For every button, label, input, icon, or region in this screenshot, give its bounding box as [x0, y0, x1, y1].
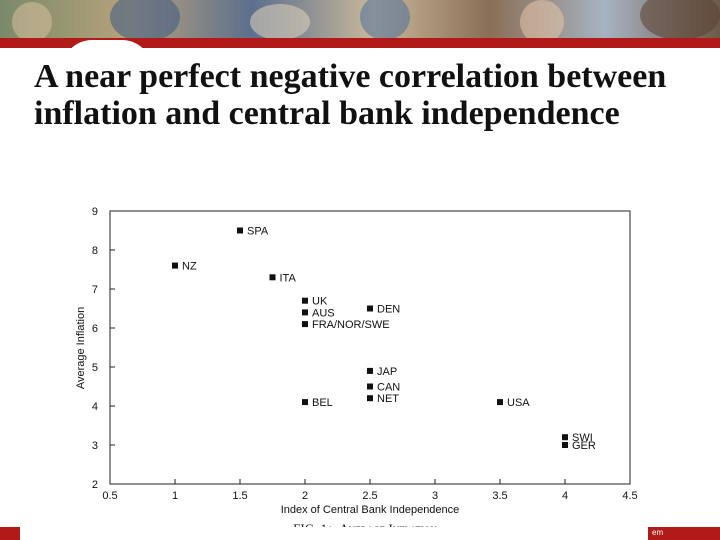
point-label: DEN — [377, 304, 400, 316]
y-tick-label: 3 — [92, 440, 98, 452]
x-axis-label: Index of Central Bank Independence — [281, 504, 460, 516]
data-point — [367, 383, 373, 390]
x-tick-label: 2 — [302, 490, 308, 502]
point-label: SWI — [572, 432, 593, 444]
y-tick-label: 4 — [92, 401, 98, 413]
header-notch — [62, 40, 152, 70]
y-tick-label: 6 — [92, 323, 98, 335]
y-tick-label: 7 — [92, 284, 98, 296]
y-tick-label: 9 — [92, 206, 98, 218]
x-tick-label: 4.5 — [622, 490, 637, 502]
header-photo-banner — [0, 0, 720, 44]
x-tick-label: 3.5 — [492, 490, 507, 502]
x-tick-label: 0.5 — [102, 490, 117, 502]
data-point — [302, 321, 308, 328]
point-label: NET — [377, 393, 399, 405]
plot-frame — [109, 210, 631, 485]
y-tick-label: 5 — [92, 362, 98, 374]
point-label: SPA — [247, 226, 269, 238]
data-point — [302, 399, 308, 406]
y-axis-ticks: 2 3 4 5 6 7 8 9 — [92, 206, 115, 491]
data-point — [562, 434, 568, 441]
data-point — [367, 395, 373, 402]
y-axis-label: Average Inflation — [75, 307, 87, 389]
x-tick-label: 1.5 — [232, 490, 247, 502]
point-label: JAP — [377, 366, 397, 378]
data-point — [302, 309, 308, 316]
data-point — [172, 262, 178, 269]
point-label: ITA — [280, 272, 297, 284]
footer-gap — [20, 527, 648, 540]
slide-title: A near perfect negative correlation betw… — [34, 58, 667, 132]
point-label: AUS — [312, 307, 335, 319]
point-label: BEL — [312, 397, 333, 409]
point-label: NZ — [182, 261, 197, 273]
x-tick-label: 2.5 — [362, 490, 377, 502]
header-accent-stripe — [0, 38, 720, 48]
data-point — [497, 399, 503, 406]
y-tick-label: 8 — [92, 245, 98, 257]
x-tick-label: 1 — [172, 490, 178, 502]
x-axis-ticks: 0.5 1 1.5 2 2.5 3 3.5 4 4.5 — [102, 479, 638, 502]
point-label: USA — [507, 397, 530, 409]
x-tick-label: 4 — [562, 490, 568, 502]
data-point — [269, 274, 276, 281]
point-label: CAN — [377, 382, 400, 394]
title-clip — [0, 182, 720, 194]
data-point — [367, 367, 373, 374]
data-point — [237, 227, 243, 234]
data-point — [367, 305, 373, 312]
point-label: GER — [572, 440, 596, 452]
data-point — [302, 297, 308, 304]
point-label: UK — [312, 296, 328, 308]
x-tick-label: 3 — [432, 490, 438, 502]
footer-text: em — [652, 528, 664, 537]
y-tick-label: 2 — [92, 479, 98, 491]
point-label: FRA/NOR/SWE — [312, 319, 390, 331]
data-point — [562, 442, 568, 448]
